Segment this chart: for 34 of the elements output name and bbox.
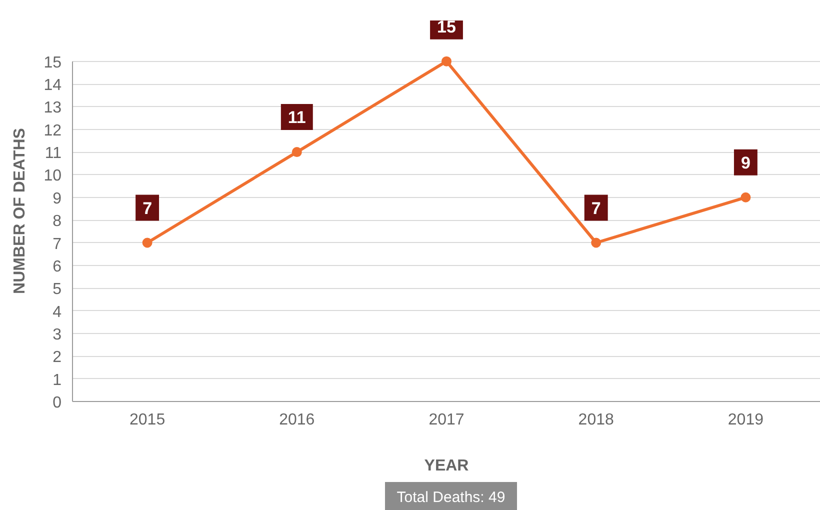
data-label: 7 — [591, 198, 601, 218]
y-tick-label: 7 — [52, 236, 62, 253]
point — [740, 192, 751, 202]
point — [591, 238, 602, 248]
data-label: 15 — [437, 17, 456, 36]
y-axis-title: NUMBER OF DEATHS — [12, 128, 29, 294]
y-tick-label: 11 — [44, 145, 62, 162]
x-tick-label: 2019 — [728, 412, 764, 428]
y-tick-label: 3 — [52, 326, 62, 344]
x-tick-label: 2015 — [130, 412, 166, 428]
y-tick-label: 5 — [52, 281, 62, 298]
x-tick-label: 2016 — [279, 412, 315, 428]
point — [442, 56, 452, 66]
y-tick-label: 9 — [52, 190, 62, 208]
x-tick-label: 2017 — [428, 412, 464, 428]
point — [292, 147, 302, 158]
data-label: 11 — [288, 108, 306, 128]
y-tick-label: 2 — [52, 349, 62, 366]
y-tick-label: 4 — [52, 304, 62, 321]
data-label: 7 — [142, 198, 152, 218]
x-tick-label: 2018 — [578, 412, 614, 428]
y-tick-label: 8 — [52, 213, 62, 230]
y-tick-label: 13 — [44, 100, 62, 117]
x-axis-title: YEAR — [424, 458, 470, 474]
data-label: 9 — [740, 153, 750, 172]
y-tick-label: 6 — [52, 258, 62, 276]
text: Total Deaths: 49 — [384, 482, 518, 510]
y-tick-label: 15 — [44, 54, 62, 72]
y-tick-label: 14 — [44, 77, 62, 94]
y-tick-label: 0 — [52, 394, 62, 412]
y-tick-label: 1 — [52, 372, 62, 389]
point — [142, 238, 152, 248]
y-tick-label: 12 — [44, 122, 62, 140]
y-tick-label: 10 — [44, 168, 62, 185]
